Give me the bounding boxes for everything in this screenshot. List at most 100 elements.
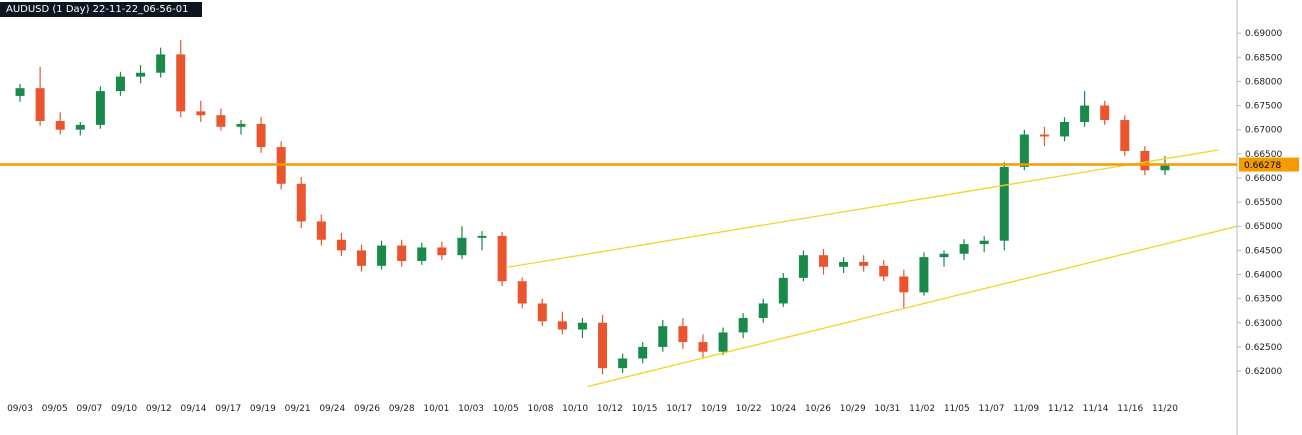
candle [156,47,166,78]
candle [136,65,146,84]
candle-body [919,257,929,293]
candle-body [1039,134,1049,137]
candle-body [1019,134,1029,167]
candle [818,248,828,275]
candle-body [678,326,688,343]
candle [1039,126,1049,147]
y-axis-label: 0.68500 [1245,53,1282,63]
candle [236,120,246,135]
trendline[interactable] [507,149,1219,268]
candle-body [899,276,909,293]
x-axis-label: 09/21 [285,404,311,414]
y-axis-label: 0.63000 [1245,319,1282,329]
candle-body [778,277,788,304]
candle [1060,117,1070,142]
candle [738,313,748,339]
y-axis-label: 0.64500 [1245,246,1282,256]
x-axis-label: 09/07 [76,404,102,414]
candle-body [798,255,808,278]
x-axis-label: 10/12 [597,404,623,414]
x-axis-label: 11/14 [1083,404,1109,414]
candle-body [136,72,146,77]
y-axis-label: 0.68000 [1245,77,1282,87]
current-price-label: 0.66278 [1239,157,1299,172]
candle [477,231,487,251]
candle [1120,115,1130,156]
x-axis[interactable]: 09/03 09/05 09/07 09/10 09/12 09/14 09/17 09/19… [7,404,1178,414]
candle [457,226,467,260]
candle [658,319,668,352]
y-axis-label: 0.67000 [1245,126,1282,136]
y-axis-label: 0.64000 [1245,271,1282,281]
candle-body [457,237,467,256]
x-axis-label: 10/24 [770,404,796,414]
chart-title-bar: AUDUSD (1 Day) 22-11-22_06-56-01 [0,2,203,17]
y-axis-label: 0.63500 [1245,295,1282,305]
candle [577,317,587,339]
candle-body [397,245,407,261]
candle-body [156,54,166,73]
candle [417,242,427,265]
candle [15,83,25,102]
candle [336,232,346,257]
candle-body [577,322,587,330]
x-axis-label: 10/26 [805,404,831,414]
candle-body [115,76,125,92]
candle [517,277,527,309]
candle-body [1060,121,1070,137]
x-axis-label: 11/12 [1048,404,1074,414]
candle [758,298,768,323]
candle [618,353,628,373]
x-axis-label: 09/12 [146,404,172,414]
x-axis-label: 10/29 [840,404,866,414]
candle [95,86,105,129]
candle [1080,91,1090,127]
candle [999,162,1009,251]
x-axis-label: 09/28 [389,404,415,414]
y-axis[interactable]: 0.69000 0.68500 0.68000 0.67500 0.67000 0.665… [1237,29,1282,377]
candle [296,177,306,229]
candle-body [417,247,427,261]
candle-body [698,342,708,352]
current-price-badge [1239,157,1299,172]
candle [176,39,186,118]
x-axis-label: 10/22 [736,404,762,414]
candle [598,315,608,375]
trendline[interactable] [587,225,1238,388]
candle-body [15,88,25,96]
candle [115,71,125,96]
candle [979,235,989,253]
candle [557,311,567,335]
candle-body [377,245,387,266]
candle [316,214,326,246]
candle-body [618,358,628,369]
candle [35,66,45,126]
candle [959,239,969,261]
candle-body [216,115,226,127]
x-axis-label: 09/14 [181,404,207,414]
chart-title: AUDUSD (1 Day) 22-11-22_06-56-01 [6,4,189,15]
candle-body [477,235,487,238]
candle-body [658,326,668,347]
candle-body [939,253,949,258]
candle-body [517,281,527,304]
x-axis-label: 09/26 [354,404,380,414]
x-axis-label: 09/10 [111,404,137,414]
candle [678,317,688,349]
candle-body [1100,105,1110,121]
candle [216,108,226,131]
candle [919,252,929,296]
x-axis-label: 10/03 [458,404,484,414]
candle-body [879,265,889,277]
candle [859,255,869,272]
candle [437,241,447,261]
x-axis-label: 11/02 [909,404,935,414]
candle-body [35,88,45,122]
y-axis-label: 0.65500 [1245,198,1282,208]
y-axis-label: 0.65000 [1245,222,1282,232]
candle-body [1120,120,1130,151]
candle [698,334,708,359]
x-axis-label: 11/07 [979,404,1005,414]
